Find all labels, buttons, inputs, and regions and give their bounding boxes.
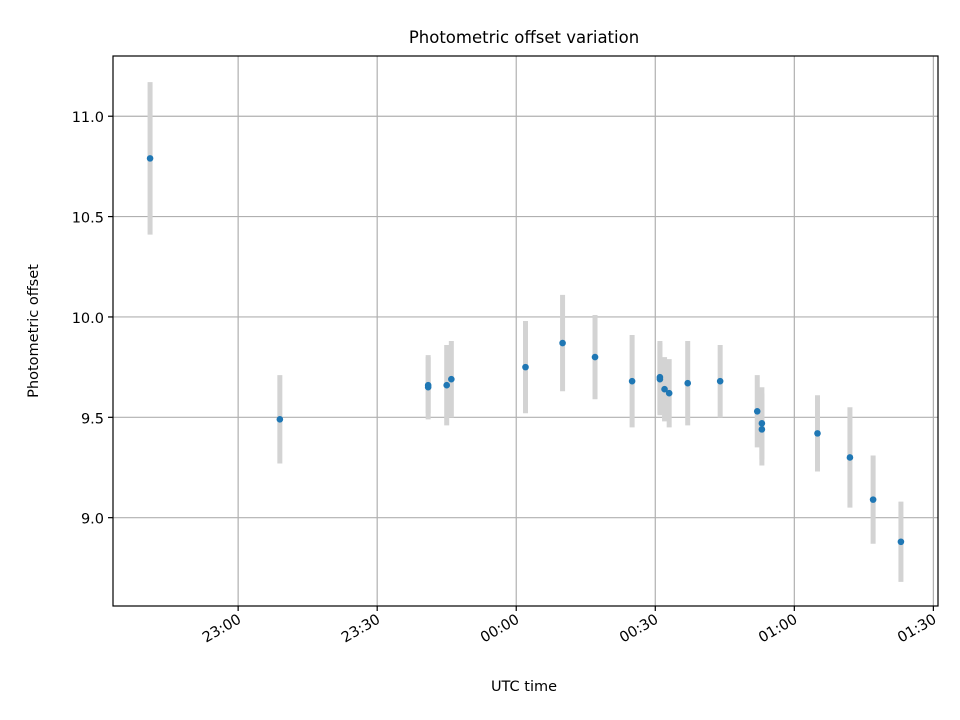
x-axis-label: UTC time: [491, 679, 557, 695]
data-point: [276, 416, 284, 423]
y-tick-label: 10.0: [72, 311, 104, 327]
data-point: [656, 375, 664, 383]
grid-lines: [113, 56, 938, 606]
y-axis-label: Photometric offset: [26, 264, 42, 398]
data-point: [661, 385, 668, 393]
data-point: [424, 383, 432, 391]
y-tick-label: 9.0: [81, 512, 104, 528]
data-point: [846, 454, 854, 461]
y-tick-label: 11.0: [72, 110, 104, 126]
data-point: [628, 377, 636, 385]
data-point: [448, 375, 455, 383]
x-tick-label: 00:00: [478, 612, 522, 647]
data-point: [591, 353, 599, 361]
x-axis-ticks: 23:00 23:30 00:00 00:30 01:00 01:30: [200, 606, 939, 646]
x-tick-label: 23:00: [200, 612, 244, 647]
y-axis-ticks: 9.0 9.5 10.0 10.5 11.0: [72, 110, 113, 528]
data-point: [665, 389, 673, 397]
chart-title: Photometric offset variation: [409, 28, 639, 47]
y-tick-label: 10.5: [72, 211, 104, 227]
data-point: [758, 426, 766, 433]
x-tick-label: 01:30: [895, 612, 939, 647]
data-point: [869, 496, 877, 503]
data-point: [897, 538, 905, 546]
data-point: [443, 381, 451, 389]
data-point: [559, 339, 566, 347]
data-point: [522, 363, 529, 371]
data-point: [146, 155, 154, 162]
x-tick-label: 23:30: [339, 612, 383, 647]
plot-frame: [112, 55, 939, 607]
x-tick-label: 01:00: [756, 612, 800, 647]
error-bars: [147, 82, 904, 582]
x-tick-label: 00:30: [617, 612, 661, 647]
data-point: [684, 379, 692, 387]
data-point: [758, 420, 766, 427]
data-point: [753, 407, 761, 415]
y-tick-label: 9.5: [81, 411, 104, 427]
data-points: [146, 155, 905, 546]
data-point: [716, 377, 724, 385]
data-point: [814, 430, 821, 437]
